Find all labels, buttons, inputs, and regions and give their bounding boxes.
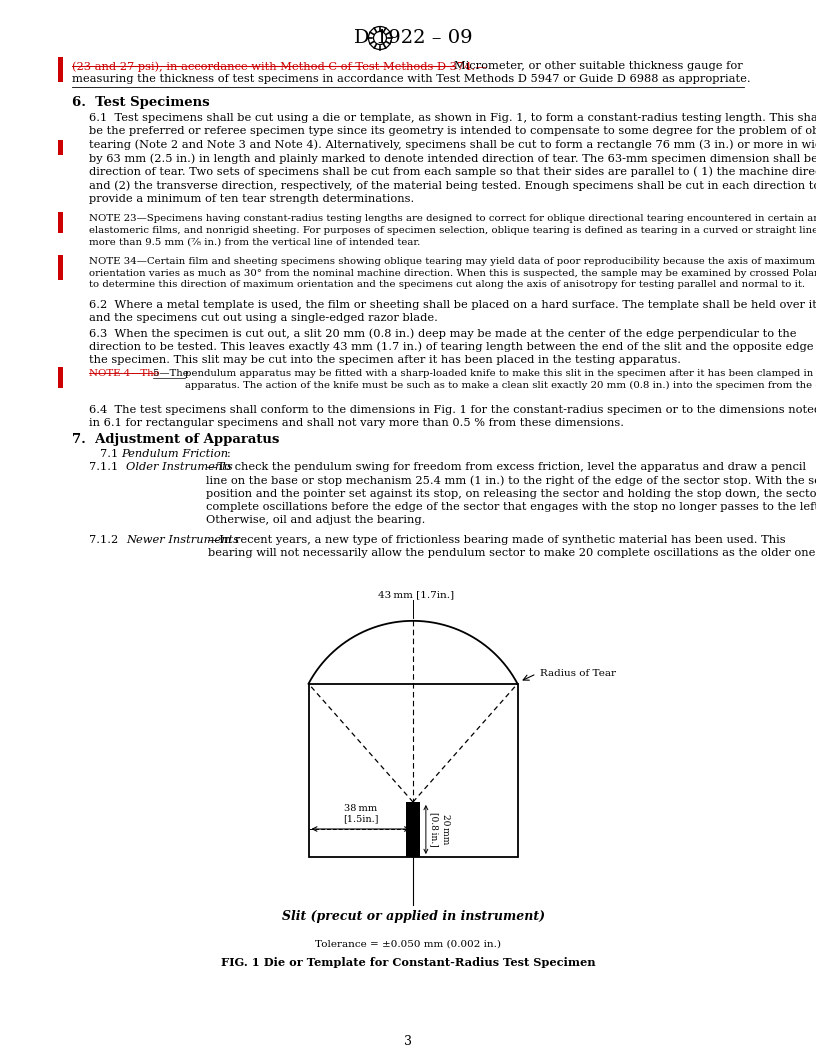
Text: 43 mm [1.7in.]: 43 mm [1.7in.] — [378, 590, 454, 599]
Text: 3: 3 — [404, 1035, 412, 1048]
Bar — [58, 140, 63, 155]
Text: 5—The: 5—The — [153, 369, 192, 378]
Text: NOTE 23—Specimens having constant-radius testing lengths are designed to correct: NOTE 23—Specimens having constant-radius… — [89, 214, 816, 246]
Text: 6.1  Test specimens shall be cut using a die or template, as shown in Fig. 1, to: 6.1 Test specimens shall be cut using a … — [89, 113, 816, 205]
Bar — [58, 212, 63, 233]
Text: Newer Instruments: Newer Instruments — [126, 535, 239, 545]
Text: :: : — [227, 449, 230, 459]
Text: Tolerance = ±0.050 mm (0.002 in.): Tolerance = ±0.050 mm (0.002 in.) — [315, 940, 501, 949]
Text: 38 mm
[1.5in.]: 38 mm [1.5in.] — [343, 804, 379, 823]
Text: 7.1.1: 7.1.1 — [89, 463, 126, 472]
Text: 7.1.2: 7.1.2 — [89, 535, 126, 545]
Text: Pendulum Friction: Pendulum Friction — [122, 449, 228, 459]
Text: NOTE 34—Certain film and sheeting specimens showing oblique tearing may yield da: NOTE 34—Certain film and sheeting specim… — [89, 257, 816, 289]
Text: 7.  Adjustment of Apparatus: 7. Adjustment of Apparatus — [72, 433, 279, 446]
Text: 7.1: 7.1 — [100, 449, 126, 459]
Text: 6.2  Where a metal template is used, the film or sheeting shall be placed on a h: 6.2 Where a metal template is used, the … — [89, 300, 816, 323]
Bar — [58, 57, 63, 82]
Text: FIG. 1 Die or Template for Constant-Radius Test Specimen: FIG. 1 Die or Template for Constant-Radi… — [220, 958, 596, 968]
Text: 6.  Test Specimens: 6. Test Specimens — [72, 96, 210, 109]
Text: —To check the pendulum swing for freedom from excess friction, level the apparat: —To check the pendulum swing for freedom… — [206, 463, 816, 525]
Text: Micrometer, or other suitable thickness gauge for: Micrometer, or other suitable thickness … — [454, 61, 743, 71]
Text: pendulum apparatus may be fitted with a sharp-loaded knife to make this slit in : pendulum apparatus may be fitted with a … — [185, 369, 816, 390]
Text: NOTE 4—The: NOTE 4—The — [89, 369, 163, 378]
Bar — [406, 802, 420, 857]
Text: D 1922 – 09: D 1922 – 09 — [353, 29, 472, 48]
Text: Older Instruments: Older Instruments — [126, 463, 233, 472]
Text: —In recent years, a new type of frictionless bearing made of synthetic material : —In recent years, a new type of friction… — [208, 535, 816, 558]
Text: 6.3  When the specimen is cut out, a slit 20 mm (0.8 in.) deep may be made at th: 6.3 When the specimen is cut out, a slit… — [89, 328, 816, 365]
Bar — [58, 367, 63, 388]
Text: 6.4  The test specimens shall conform to the dimensions in Fig. 1 for the consta: 6.4 The test specimens shall conform to … — [89, 406, 816, 428]
Bar — [308, 683, 517, 857]
Text: Radius of Tear: Radius of Tear — [539, 670, 615, 678]
Text: measuring the thickness of test specimens in accordance with Test Methods D 5947: measuring the thickness of test specimen… — [72, 74, 751, 84]
Text: (23 and 27 psi), in accordance with Method C of Test Methods D 374.—: (23 and 27 psi), in accordance with Meth… — [72, 61, 486, 72]
Text: 20 mm
[0.8 in.]: 20 mm [0.8 in.] — [430, 812, 450, 847]
Text: Slit (precut or applied in instrument): Slit (precut or applied in instrument) — [282, 910, 544, 923]
Bar — [58, 254, 63, 280]
